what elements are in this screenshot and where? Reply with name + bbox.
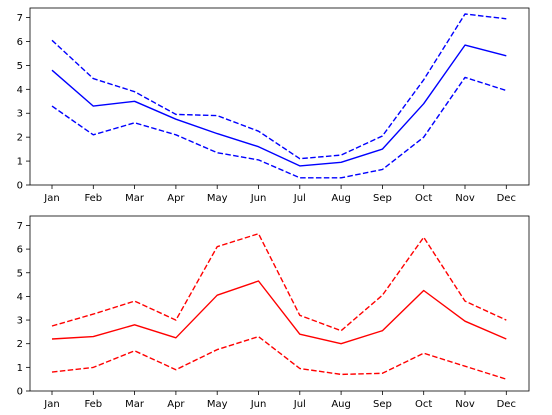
x-tick-label: Aug: [331, 193, 351, 204]
y-tick-label: 6: [17, 37, 23, 48]
x-tick-label: Jul: [293, 399, 306, 410]
x-tick-label: Jun: [250, 193, 267, 204]
y-tick-label: 0: [17, 181, 23, 192]
series-line-solid: [51, 44, 507, 167]
y-tick-label: 5: [17, 268, 23, 279]
y-tick-label: 6: [17, 245, 23, 256]
x-tick-label: Feb: [84, 399, 102, 410]
series-line-dashed-2: [51, 76, 507, 179]
x-tick-label: Sep: [373, 399, 392, 410]
series-line-dashed-1: [51, 232, 507, 332]
axes-frame: [29, 7, 530, 186]
y-tick-label: 1: [17, 157, 23, 168]
top-chart-panel: 0 1 2 3 4 5 6 7 Jan Feb Mar Apr May Jun Jul Aug Sep Oct No…: [17, 7, 530, 204]
y-tick-label: 2: [17, 339, 23, 350]
x-tick-label: Sep: [373, 193, 392, 204]
x-tick-label: Nov: [455, 193, 475, 204]
y-tick-label: 3: [17, 316, 23, 327]
bottom-chart-panel: 0 1 2 3 4 5 6 7 Jan Feb Mar Apr May Jun Jul Aug Sep Oct No…: [17, 215, 530, 410]
x-tick-label: Jun: [250, 399, 267, 410]
x-tick-label: Dec: [497, 399, 516, 410]
y-tick-label: 7: [17, 13, 23, 24]
x-tick-label: Nov: [455, 399, 475, 410]
x-tick-label: Jul: [293, 193, 306, 204]
y-tick-label: 4: [17, 85, 23, 96]
x-tick-label: Oct: [415, 399, 432, 410]
x-tick-label: Jan: [43, 193, 59, 204]
x-tick-label: May: [207, 193, 228, 204]
x-tick-label: Jan: [43, 399, 59, 410]
x-tick-label: Apr: [167, 193, 185, 204]
y-tick-label: 0: [17, 387, 23, 398]
series-line-dashed-2: [51, 335, 507, 380]
x-tick-label: May: [207, 399, 228, 410]
y-tick-label: 4: [17, 292, 23, 303]
series-line-solid: [51, 280, 507, 345]
x-tick-label: Oct: [415, 193, 432, 204]
y-tick-label: 1: [17, 363, 23, 374]
axes-frame: [29, 215, 530, 392]
x-tick-label: Aug: [331, 399, 351, 410]
y-tick-label: 3: [17, 109, 23, 120]
x-tick-label: Feb: [84, 193, 102, 204]
x-tick-label: Mar: [125, 193, 145, 204]
x-tick-label: Dec: [497, 193, 516, 204]
y-tick-label: 5: [17, 61, 23, 72]
y-tick-label: 2: [17, 133, 23, 144]
x-tick-label: Apr: [167, 399, 185, 410]
y-tick-label: 7: [17, 221, 23, 232]
x-tick-label: Mar: [125, 399, 145, 410]
series-line-dashed-1: [51, 13, 507, 160]
